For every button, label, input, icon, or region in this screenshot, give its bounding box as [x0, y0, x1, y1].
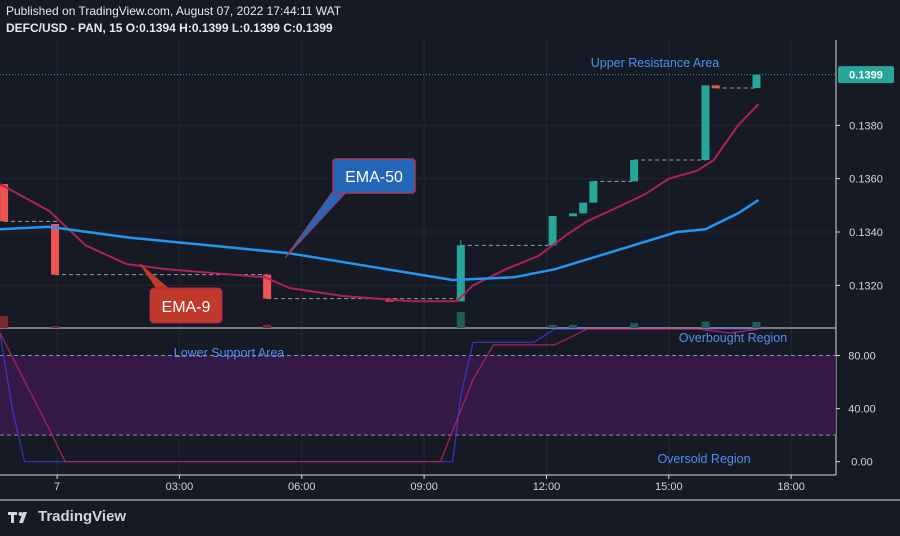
overbought-label: Overbought Region — [679, 331, 787, 345]
volume-bar — [701, 321, 710, 328]
volume-bar — [456, 312, 465, 328]
candle-bullish — [630, 160, 639, 182]
oscillator-slow-line — [0, 328, 759, 463]
oscillator-tick-label: 40.00 — [848, 404, 876, 416]
candle-bullish — [752, 74, 761, 88]
time-tick-label: 7 — [54, 481, 60, 493]
oversold-label: Oversold Region — [657, 452, 750, 466]
candle-bullish — [456, 245, 465, 302]
last-price-badge — [838, 66, 894, 84]
gridlines — [0, 40, 836, 475]
ema50-callout-box — [332, 158, 416, 194]
candles — [0, 74, 761, 302]
candle-bearish — [51, 224, 60, 275]
last-price-label: 0.1399 — [849, 70, 883, 82]
time-tick-label: 18:00 — [777, 481, 805, 493]
ema9-callout-label: EMA-9 — [162, 299, 211, 316]
volume-bars — [0, 312, 761, 328]
price-tick-label: 0.1320 — [849, 280, 883, 292]
volume-bar — [568, 324, 577, 328]
volume-bar — [630, 323, 639, 328]
candle-bullish — [568, 213, 577, 217]
candle-bullish — [579, 202, 588, 214]
time-tick-label: 15:00 — [655, 481, 683, 493]
oscillator-tick-label: 80.00 — [848, 351, 876, 363]
candle-bearish — [263, 274, 272, 299]
ema9-callout-box — [149, 287, 223, 324]
candle-bullish — [701, 85, 710, 160]
ema-lines — [0, 103, 760, 303]
time-tick-label: 06:00 — [288, 481, 316, 493]
volume-bar — [752, 322, 761, 328]
time-tick-label: 12:00 — [533, 481, 561, 493]
tradingview-brand[interactable]: TradingView — [8, 508, 126, 525]
candle-bullish — [589, 181, 598, 203]
price-axis-ticks: 0.1320 0.1340 0.1360 0.1380 — [836, 120, 883, 292]
tradingview-logo-icon — [8, 511, 27, 523]
tradingview-brand-text: TradingView — [38, 508, 127, 525]
volume-bar — [0, 316, 9, 328]
candle-bearish — [0, 184, 9, 222]
volume-bar — [548, 324, 557, 328]
upper-resistance-label: Upper Resistance Area — [591, 56, 720, 70]
time-tick-label: 09:00 — [410, 481, 438, 493]
oscillator-tick-label: 0.00 — [851, 457, 872, 469]
time-tick-label: 03:00 — [166, 481, 194, 493]
price-tick-label: 0.1340 — [849, 227, 883, 239]
volume-bar — [263, 324, 272, 328]
volume-bar — [51, 326, 60, 328]
candle-bullish — [548, 216, 557, 246]
oscillator-axis-ticks: 0.00 40.00 80.00 — [836, 351, 876, 469]
oscillator-band — [0, 355, 836, 436]
time-axis-ticks: 7 03:00 06:00 09:00 12:00 15:00 18:00 — [54, 475, 805, 493]
symbol-ohlc-line: DEFC/USD - PAN, 15 O:0.1394 H:0.1399 L:0… — [6, 21, 333, 35]
price-tick-label: 0.1380 — [849, 120, 883, 132]
ema50-callout-label: EMA-50 — [345, 169, 403, 186]
price-tick-label: 0.1360 — [849, 174, 883, 186]
oscillator-lines — [0, 328, 759, 463]
published-line: Published on TradingView.com, August 07,… — [6, 4, 342, 18]
candle-bearish — [711, 85, 720, 89]
lower-support-label: Lower Support Area — [174, 346, 285, 360]
ema50-line — [0, 198, 760, 282]
